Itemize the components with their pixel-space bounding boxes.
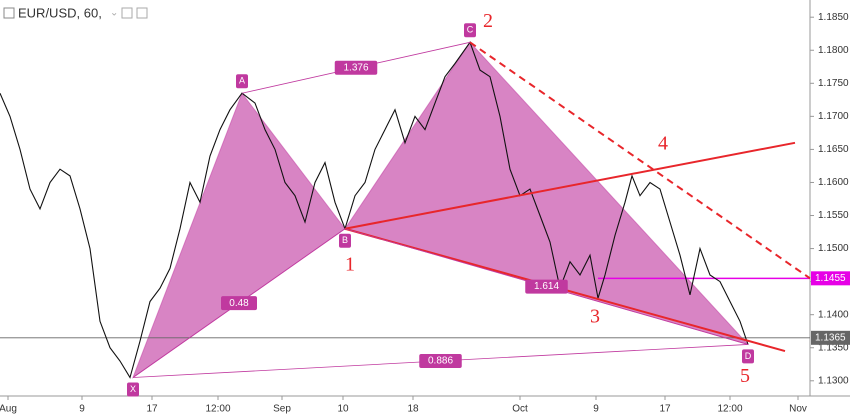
- y-tick-label: 1.1350: [818, 342, 849, 353]
- wave-label: 3: [590, 306, 600, 328]
- hide-icon[interactable]: [121, 7, 133, 19]
- ratio-label: 0.48: [229, 298, 249, 309]
- wave-label: 4: [658, 132, 668, 154]
- x-tick-label: 9: [79, 404, 85, 415]
- y-tick-label: 1.1550: [818, 210, 849, 221]
- settings-icon[interactable]: ⌄: [110, 8, 118, 19]
- collapse-icon[interactable]: [3, 7, 15, 19]
- y-tick-label: 1.1600: [818, 177, 849, 188]
- pattern-point-tag: [236, 74, 248, 89]
- wave-label: 1: [345, 253, 355, 275]
- y-tick-label: 1.1400: [818, 309, 849, 320]
- settings-icon[interactable]: [136, 7, 148, 19]
- x-tick-label: 17: [659, 404, 671, 415]
- x-tick-label: 10: [337, 404, 349, 415]
- ratio-label: 1.614: [534, 281, 559, 292]
- x-tick-label: 12:00: [205, 404, 230, 415]
- y-tick-label: 1.1650: [818, 144, 849, 155]
- ratio-tag: [334, 60, 378, 75]
- x-tick-label: Nov: [789, 404, 807, 415]
- x-tick-label: 17: [146, 404, 158, 415]
- pattern-point-tag: [127, 382, 139, 397]
- pattern-point-tag: [742, 349, 754, 364]
- x-tick-label: Sep: [273, 404, 291, 415]
- trendline: [344, 141, 796, 230]
- pattern-point-label: C: [467, 25, 474, 35]
- ratio-tag: [419, 353, 462, 368]
- chart-title: EUR/USD, 60,: [18, 5, 102, 20]
- ratio-label: 0.886: [428, 356, 453, 367]
- ratio-tag: [525, 279, 568, 294]
- ratio-tag: [221, 296, 257, 311]
- x-tick-label: 9: [593, 404, 599, 415]
- price-tag-label: 1.1365: [815, 332, 846, 343]
- pattern-point-label: A: [239, 76, 245, 86]
- wave-label: 5: [740, 365, 750, 387]
- y-tick-label: 1.1850: [818, 12, 849, 23]
- plot: 1.13001.13501.14001.14501.15001.15501.16…: [0, 10, 850, 415]
- ratio-label: 1.376: [343, 62, 368, 73]
- x-tick-label: 12:00: [717, 404, 742, 415]
- pattern-point-tag: [339, 233, 351, 248]
- pattern-point-tag: [464, 23, 476, 38]
- y-tick-label: 1.1750: [818, 78, 849, 89]
- price-tag: [811, 271, 850, 286]
- pattern-point-label: X: [130, 384, 136, 394]
- y-tick-label: 1.1500: [818, 243, 849, 254]
- price-tag-label: 1.1455: [815, 273, 846, 284]
- price-line-series: [0, 41, 749, 379]
- y-tick-label: 1.1700: [818, 111, 849, 122]
- x-tick-label: Aug: [0, 404, 17, 415]
- y-tick-label: 1.1800: [818, 45, 849, 56]
- price-tag: [811, 330, 850, 345]
- x-tick-label: 18: [407, 404, 419, 415]
- wave-label: 2: [483, 10, 493, 32]
- trendline: [469, 41, 811, 280]
- pattern-point-label: D: [745, 351, 752, 361]
- pattern-point-label: B: [342, 235, 348, 245]
- x-tick-label: Oct: [512, 404, 528, 415]
- y-tick-label: 1.1300: [818, 375, 849, 386]
